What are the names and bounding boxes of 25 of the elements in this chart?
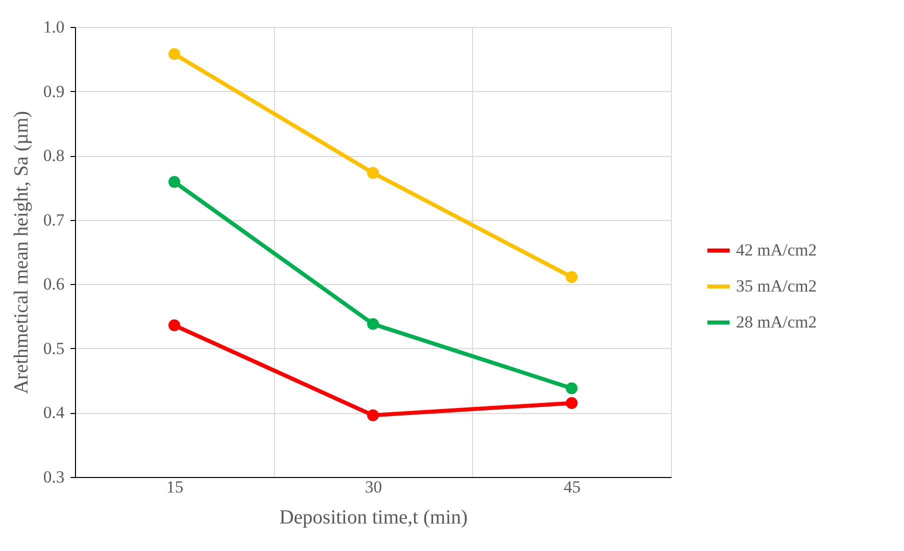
x-tick-label: 15 — [166, 478, 184, 496]
y-tick-label: 0.7 — [43, 210, 65, 230]
point — [367, 167, 379, 179]
point — [566, 397, 578, 409]
y-tick-label: 1.0 — [43, 18, 64, 36]
y-tick-label: 0.8 — [43, 146, 64, 166]
y-tick-label: 0.9 — [43, 82, 64, 101]
point — [367, 318, 379, 330]
point — [168, 176, 180, 188]
point — [168, 48, 180, 60]
y-axis-title: Arethmetical mean height, Sa (µm) — [10, 110, 32, 394]
legend-label: 28 mA/cm2 — [736, 312, 817, 332]
x-axis-title: Deposition time,t (min) — [279, 506, 468, 528]
point — [168, 319, 180, 332]
point — [566, 382, 578, 394]
y-tick-label: 0.4 — [43, 403, 65, 422]
y-tick-label: 0.5 — [43, 338, 64, 358]
point — [367, 409, 379, 422]
x-tick-label: 30 — [365, 478, 382, 496]
legend-label: 42 mA/cm2 — [736, 240, 817, 260]
point — [566, 271, 578, 283]
x-tick-label: 45 — [564, 478, 581, 496]
y-tick-label: 0.3 — [43, 468, 64, 486]
legend-label: 35 mA/cm2 — [736, 276, 817, 296]
y-tick-label: 0.6 — [43, 274, 64, 294]
